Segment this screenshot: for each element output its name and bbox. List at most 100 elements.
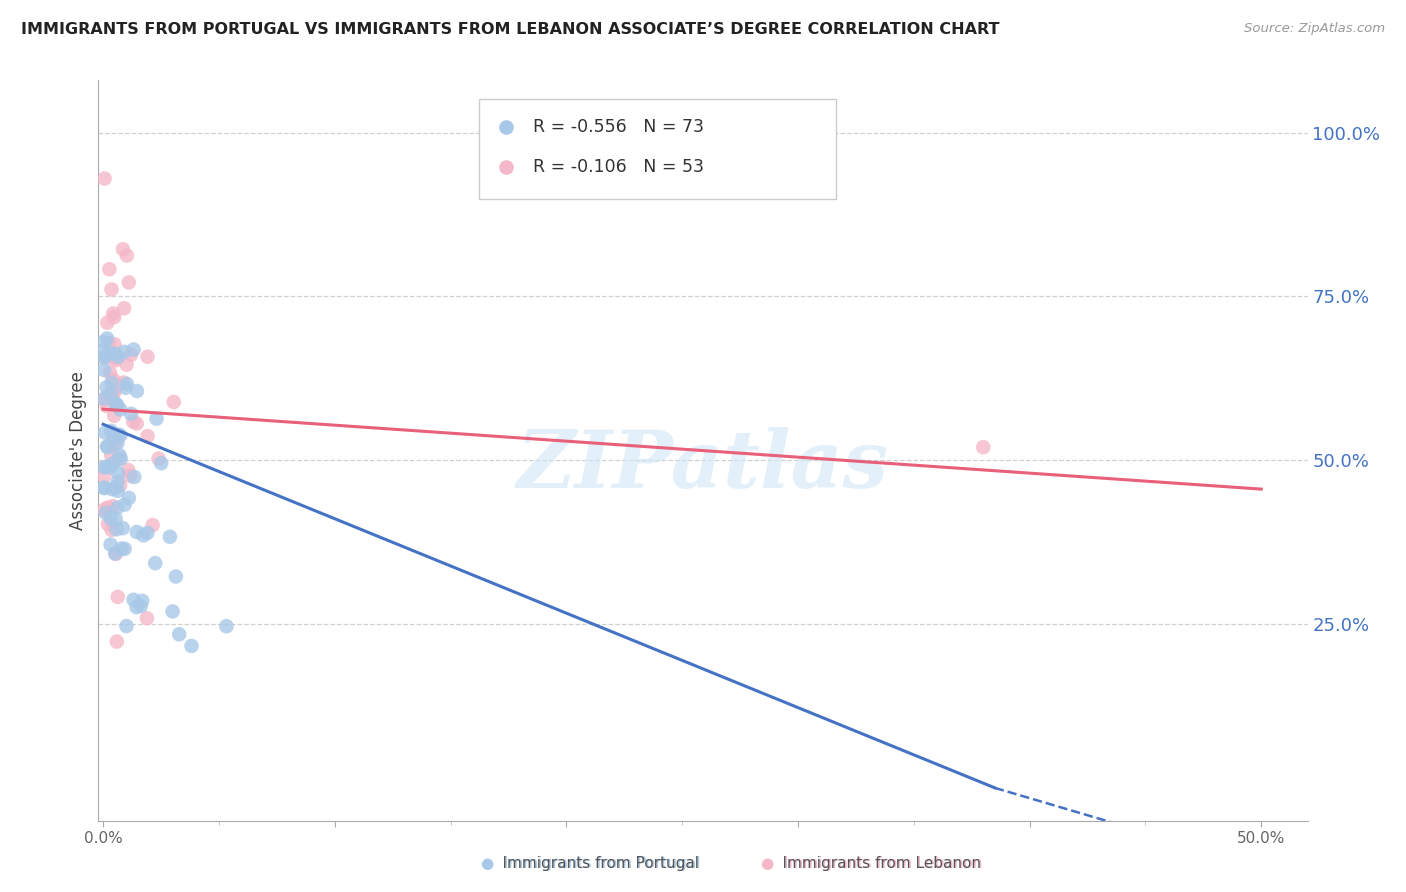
Point	[108, 402, 131, 417]
Point	[118, 491, 141, 505]
Point	[132, 528, 155, 542]
Point	[96, 331, 118, 345]
Point	[93, 334, 115, 349]
Point	[105, 634, 128, 648]
Point	[105, 399, 128, 413]
Point	[136, 611, 159, 625]
Point	[125, 524, 148, 539]
Text: ZIPatlas: ZIPatlas	[517, 426, 889, 504]
Point	[122, 343, 145, 357]
Point	[125, 600, 148, 615]
Text: Source: ZipAtlas.com: Source: ZipAtlas.com	[1244, 22, 1385, 36]
Point	[115, 249, 138, 263]
Point	[97, 517, 120, 532]
Point	[104, 434, 127, 449]
Point	[107, 483, 129, 498]
Point	[103, 373, 125, 387]
Point	[94, 425, 117, 440]
Point	[93, 481, 115, 495]
Point	[105, 398, 128, 412]
Point	[159, 530, 181, 544]
Point	[122, 470, 145, 484]
Point	[118, 276, 141, 290]
Point	[114, 344, 136, 359]
Point	[100, 376, 122, 390]
Point	[101, 457, 124, 471]
Point	[136, 525, 159, 540]
Point	[115, 376, 138, 391]
Point	[104, 396, 127, 410]
Text: Immigrants from Lebanon: Immigrants from Lebanon	[762, 856, 981, 871]
Point	[93, 481, 115, 495]
Point	[104, 353, 127, 368]
Point	[136, 429, 159, 443]
Point	[101, 482, 124, 496]
Point	[125, 384, 148, 398]
Point	[104, 384, 127, 398]
Point	[103, 337, 125, 351]
Point	[100, 424, 122, 438]
Point	[114, 498, 136, 512]
Point	[115, 619, 138, 633]
Point	[117, 463, 139, 477]
Point	[136, 350, 159, 364]
Point	[98, 460, 121, 475]
Point	[129, 599, 152, 613]
Point	[93, 469, 115, 483]
Point	[111, 541, 134, 556]
Point	[96, 440, 118, 454]
Point	[125, 417, 148, 431]
Point	[112, 376, 135, 390]
Point	[100, 283, 122, 297]
Point	[114, 541, 136, 556]
Point	[93, 392, 115, 406]
Point	[100, 448, 122, 462]
Point	[100, 512, 122, 526]
Point	[108, 478, 131, 492]
Point	[94, 351, 117, 365]
Point	[107, 427, 129, 442]
FancyBboxPatch shape	[479, 99, 837, 199]
Point	[93, 343, 115, 357]
Point	[100, 385, 122, 400]
Point	[143, 556, 166, 570]
Point	[150, 456, 173, 470]
Point	[112, 301, 135, 316]
Point	[96, 399, 118, 413]
Point	[97, 335, 120, 350]
Point	[110, 451, 132, 466]
Point	[104, 347, 127, 361]
Point	[107, 452, 129, 467]
Point	[103, 409, 125, 423]
Point	[120, 348, 142, 362]
Point	[97, 345, 120, 359]
Point	[873, 202, 896, 217]
Point	[97, 440, 120, 454]
Point	[96, 316, 118, 330]
Point	[93, 363, 115, 377]
Text: IMMIGRANTS FROM PORTUGAL VS IMMIGRANTS FROM LEBANON ASSOCIATE’S DEGREE CORRELATI: IMMIGRANTS FROM PORTUGAL VS IMMIGRANTS F…	[21, 22, 1000, 37]
Point	[94, 349, 117, 363]
Text: ●  Immigrants from Portugal: ● Immigrants from Portugal	[481, 856, 700, 871]
Point	[122, 415, 145, 429]
Point	[104, 512, 127, 526]
Point	[107, 466, 129, 480]
Text: R = -0.556   N = 73: R = -0.556 N = 73	[533, 118, 703, 136]
Text: ●  Immigrants from Lebanon: ● Immigrants from Lebanon	[761, 856, 983, 871]
Point	[120, 469, 142, 483]
Point	[107, 590, 129, 604]
Point	[111, 521, 134, 535]
Point	[103, 386, 125, 401]
Point	[101, 438, 124, 452]
Point	[215, 619, 238, 633]
Point	[103, 310, 125, 325]
Y-axis label: Associate's Degree: Associate's Degree	[69, 371, 87, 530]
Point	[145, 411, 167, 425]
Point	[105, 436, 128, 450]
Text: R = -0.106   N = 53: R = -0.106 N = 53	[533, 158, 703, 176]
Point	[98, 366, 121, 380]
Point	[105, 522, 128, 536]
Point	[93, 351, 115, 365]
Point	[93, 502, 115, 516]
Point	[163, 395, 186, 409]
